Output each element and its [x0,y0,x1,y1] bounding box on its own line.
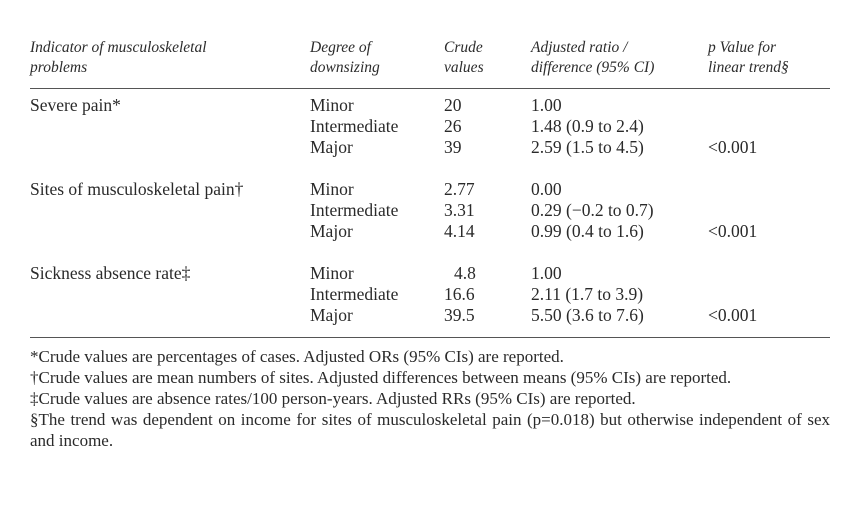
table-cell-crude: 4.14 [444,221,475,241]
header-indicator: Indicator of musculoskeletal problems [30,39,207,76]
table-cell-crude: 39.5 [444,305,475,325]
table-cell-degree: Intermediate [310,116,399,136]
table-cell-crude: 2.77 [444,179,475,199]
table-cell-degree: Minor [310,95,354,115]
table-cell-p-value: <0.001 [708,137,758,157]
header-crude: Crude values [444,39,484,76]
header-adjusted: Adjusted ratio / difference (95% CI) [531,39,655,76]
table-cell-degree: Major [310,305,353,325]
table-cell-adjusted: 0.00 [531,179,562,199]
header-p-value: p Value for linear trend§ [708,39,789,76]
footnote: §The trend was dependent on income for s… [30,410,830,450]
table-cell-degree: Minor [310,263,354,283]
group-indicator: Severe pain* [30,95,121,115]
footnote: *Crude values are percentages of cases. … [30,347,564,366]
table-cell-crude: 20 [444,95,462,115]
results-table: Indicator of musculoskeletal problems De… [30,38,830,451]
table-cell-p-value: <0.001 [708,305,758,325]
table-cell-crude: 39 [444,137,462,157]
table-cell-adjusted: 0.99 (0.4 to 1.6) [531,221,644,241]
table-body: Severe pain* Minor 20 1.00 Intermediate … [30,89,830,337]
footnote: †Crude values are mean numbers of sites.… [30,368,732,387]
table-cell-crude: 26 [444,116,462,136]
header-degree: Degree of downsizing [310,39,380,76]
table-cell-crude: 16.6 [444,284,475,304]
table-cell-adjusted: 2.59 (1.5 to 4.5) [531,137,644,157]
table-cell-adjusted: 2.11 (1.7 to 3.9) [531,284,644,304]
table-cell-crude: 4.8 [454,263,476,283]
table-cell-degree: Intermediate [310,200,399,220]
table-cell-adjusted: 1.00 [531,263,562,283]
table-cell-degree: Minor [310,179,354,199]
table-cell-degree: Major [310,137,353,157]
body-rule [30,337,830,338]
footnote: ‡Crude values are absence rates/100 pers… [30,389,636,408]
table-cell-degree: Major [310,221,353,241]
table-cell-adjusted: 5.50 (3.6 to 7.6) [531,305,644,325]
table-header: Indicator of musculoskeletal problems De… [30,38,830,88]
group-indicator: Sites of musculoskeletal pain† [30,179,244,199]
table-cell-p-value: <0.001 [708,221,758,241]
footnotes: *Crude values are percentages of cases. … [30,346,830,451]
table-cell-degree: Intermediate [310,284,399,304]
header-rule [30,88,830,89]
table-cell-adjusted: 0.29 (−0.2 to 0.7) [531,200,654,220]
group-indicator: Sickness absence rate‡ [30,263,191,283]
table-cell-crude: 3.31 [444,200,475,220]
table-cell-adjusted: 1.48 (0.9 to 2.4) [531,116,644,136]
table-cell-adjusted: 1.00 [531,95,562,115]
